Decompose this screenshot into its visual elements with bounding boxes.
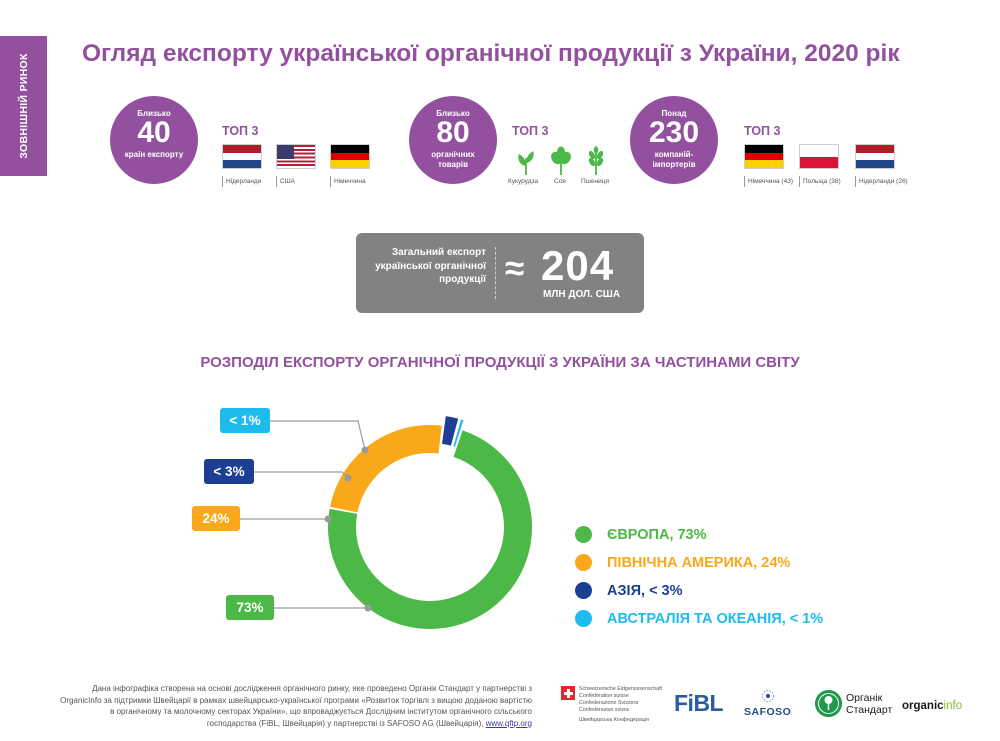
stat-products-number: 80 [436, 116, 470, 149]
stat-importers-number: 230 [648, 116, 700, 149]
safoso-emblem-icon [762, 690, 774, 702]
organic-standard-logo: Органік Стандарт [846, 692, 892, 716]
footer-note-text: Дана інфографіка створена на основі досл… [60, 684, 532, 728]
stat-countries-label: країн експорту [124, 150, 184, 159]
netherlands-flag-icon [855, 144, 895, 169]
approx-symbol: ≈ [505, 249, 525, 288]
legend-dot-oceania [575, 610, 592, 627]
swiss-confederation-ua: Швейцарська Конфедерація [579, 717, 649, 723]
organicinfo-suffix: info [943, 700, 963, 712]
legend-dot-europe [575, 526, 592, 543]
swiss-flag-icon [561, 686, 575, 700]
callout-oceania: < 1% [220, 408, 270, 433]
top3-importers-label: ТОП 3 [744, 124, 781, 138]
swiss-line-4: Confederaziun svizra [579, 706, 629, 713]
stat-products-circle: Близько 80 органічних товарів [409, 96, 497, 184]
legend-label-north-america: ПІВНІЧНА АМЕРИКА, 24% [607, 555, 791, 571]
legend-dot-asia [575, 582, 592, 599]
footer-note: Дана інфографіка створена на основі досл… [60, 683, 532, 729]
top-country-3-caption: Німеччина [330, 176, 366, 187]
stat-products-prefix: Близько [436, 109, 470, 118]
germany-flag-icon [330, 144, 370, 169]
legend-label-europe: ЄВРОПА, 73% [607, 527, 707, 543]
swiss-line-3: Confederazione Svizzera [579, 699, 639, 706]
wheat-plant-icon [588, 146, 604, 175]
poland-flag-icon [799, 144, 839, 169]
callout-europe: 73% [226, 595, 274, 620]
soy-plant-icon [551, 146, 571, 175]
top-product-2-caption: Соя [554, 178, 566, 185]
legend-label-oceania: АВСТРАЛІЯ ТА ОКЕАНІЯ, < 1% [607, 611, 824, 627]
stat-products-label: органічних товарів [431, 150, 475, 170]
page-title: Огляд експорту української органічної пр… [82, 40, 900, 67]
total-export-unit: МЛН ДОЛ. США [543, 289, 621, 300]
top-importer-2-caption: Польща (38) [799, 176, 841, 187]
top-importer-3-caption: Нідерланди (26) [855, 176, 908, 187]
corn-plant-icon [518, 151, 534, 175]
footer-link[interactable]: www.qftp.org [485, 718, 532, 728]
leader-dot-north-america [324, 515, 332, 523]
callout-north-america: 24% [192, 506, 240, 531]
organic-standard-line-1: Органік [846, 692, 883, 704]
donut-slice-asia [442, 416, 459, 446]
swiss-confederation-text: Schweizerische Eidgenossenschaft Confédé… [579, 686, 662, 714]
donut-slice-oceania [453, 419, 464, 447]
donut-slice-north-america [330, 424, 442, 513]
organic-standard-line-2: Стандарт [846, 704, 893, 717]
total-export-label: Загальний експорт української органічної… [375, 247, 486, 285]
total-export-value: 204 [541, 242, 615, 289]
top-country-1-caption: Нідерланди [222, 176, 261, 187]
swiss-line-2: Confédération suisse [579, 692, 629, 699]
leader-dot-europe [364, 604, 372, 612]
stat-importers-label: компаній-імпортерів [652, 150, 696, 170]
organicinfo-logo: organicinfo [902, 700, 962, 712]
callout-asia: < 3% [204, 459, 254, 484]
stat-importers-prefix: Понад [661, 109, 687, 118]
legend-label-asia: АЗІЯ, < 3% [607, 583, 683, 599]
leader-line-oceania [270, 420, 366, 451]
organicinfo-main: organic [902, 700, 944, 712]
germany-flag-icon [744, 144, 784, 169]
top-importer-1-caption: Німеччина (43) [744, 176, 793, 187]
fibl-logo: FiBL [674, 690, 724, 716]
stat-countries-circle: Близько 40 країн експорту [110, 96, 198, 184]
top3-products-label: ТОП 3 [512, 124, 549, 138]
leader-dot-asia [344, 474, 352, 482]
total-export-divider [495, 247, 496, 299]
side-section-tab: ЗОВНІШНІЙ РИНОК [0, 36, 47, 176]
chart-title: РОЗПОДІЛ ЕКСПОРТУ ОРГАНІЧНОЇ ПРОДУКЦІЇ З… [200, 354, 800, 371]
stat-countries-number: 40 [137, 116, 171, 149]
leader-dot-oceania [361, 446, 369, 454]
netherlands-flag-icon [222, 144, 262, 169]
top3-countries-label: ТОП 3 [222, 124, 259, 138]
top-product-3-caption: Пшениця [581, 178, 609, 185]
swiss-line-1: Schweizerische Eidgenossenschaft [579, 686, 663, 692]
usa-flag-icon [276, 144, 316, 169]
safoso-logo: SAFOSO [744, 706, 792, 718]
organic-standard-tree-icon [815, 690, 842, 717]
stat-countries-prefix: Близько [137, 109, 171, 118]
stat-importers-circle: Понад 230 компаній-імпортерів [630, 96, 718, 184]
top-country-2-caption: США [276, 176, 295, 187]
top-product-1-caption: Кукурудза [508, 178, 539, 185]
total-export-box: Загальний експорт української органічної… [356, 233, 644, 313]
legend-dot-north-america [575, 554, 592, 571]
leader-line-asia [254, 471, 349, 479]
